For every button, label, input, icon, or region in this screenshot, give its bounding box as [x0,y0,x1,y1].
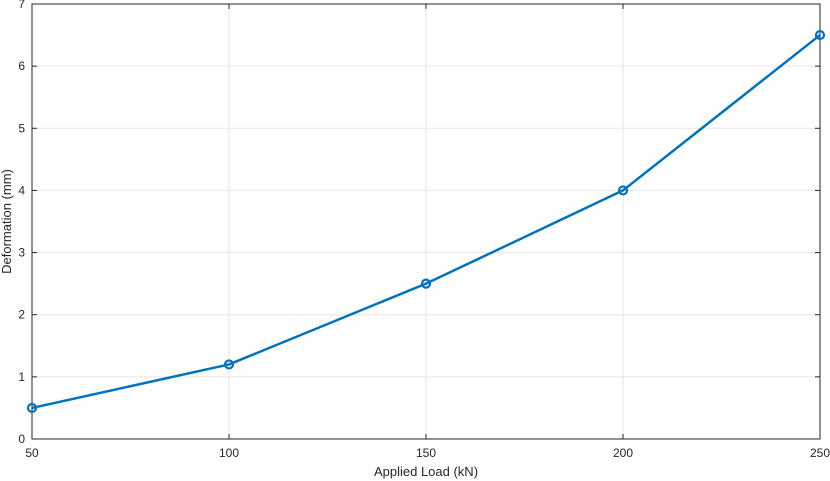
axis-ticks: 50 100 150 200 250 0 1 2 3 4 5 6 7 [18,0,830,460]
x-tick-label: 50 [25,446,39,460]
y-tick-label: 6 [18,59,25,73]
y-tick-label: 2 [18,308,25,322]
data-point-marker [420,278,432,289]
data-point-marker [223,359,235,370]
data-point-marker [617,185,629,196]
y-tick-label: 1 [18,370,25,384]
y-axis-label: Deformation (mm) [0,169,14,274]
data-series [26,29,826,414]
grid [32,4,820,439]
data-point-marker [814,29,826,41]
x-tick-label: 100 [219,446,239,460]
y-tick-label: 4 [18,183,25,197]
y-tick-label: 7 [18,0,25,11]
data-point-marker [26,402,38,414]
y-tick-label: 3 [18,246,25,260]
y-tick-label: 5 [18,121,25,135]
x-tick-label: 150 [416,446,436,460]
x-axis-label: Applied Load (kN) [374,464,478,479]
series-line [31,34,821,410]
x-tick-label: 250 [810,446,830,460]
x-tick-label: 200 [613,446,633,460]
y-tick-label: 0 [18,432,25,446]
